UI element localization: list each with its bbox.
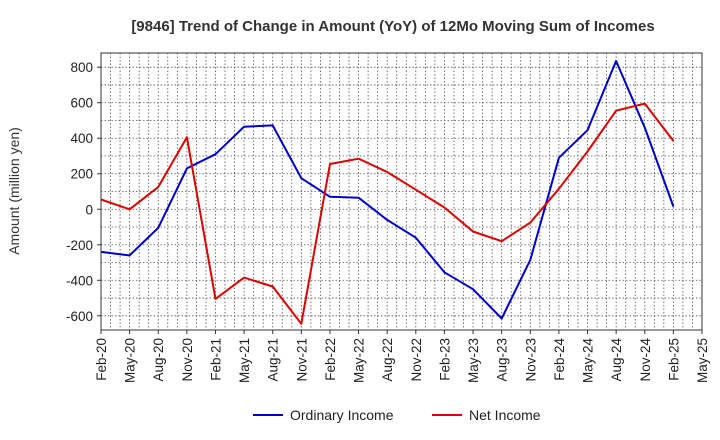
- legend-label: Ordinary Income: [290, 407, 394, 423]
- y-axis-label: Amount (million yen): [6, 127, 22, 255]
- grid-lines: [101, 53, 702, 330]
- y-tick-label: 600: [70, 96, 93, 111]
- x-tick-label: May-20: [123, 338, 138, 383]
- y-tick-label: -600: [66, 309, 93, 324]
- x-tick-label: Feb-22: [323, 338, 338, 381]
- x-tick-label: Nov-21: [294, 338, 309, 382]
- x-tick-label: Nov-20: [180, 338, 195, 382]
- series-layer: [100, 60, 675, 325]
- y-tick-label: -400: [66, 273, 93, 288]
- x-tick-label: Feb-21: [208, 338, 223, 381]
- x-tick-label: Aug-20: [151, 338, 166, 382]
- x-tick-label: Aug-23: [495, 338, 510, 382]
- x-tick-labels: Feb-20 May-20 Aug-20 Nov-20 Feb-21 May-21 Aug-…: [94, 330, 710, 383]
- x-tick-label: Aug-21: [266, 338, 281, 382]
- x-tick-label: May-24: [581, 338, 596, 384]
- chart-title: [9846] Trend of Change in Amount (YoY) o…: [131, 18, 654, 35]
- x-tick-label: May-21: [237, 338, 252, 383]
- x-tick-label: Nov-22: [409, 338, 424, 382]
- x-tick-label: May-23: [466, 338, 481, 383]
- series-line-ordinary-income: [100, 60, 675, 320]
- x-tick-label: Feb-25: [666, 338, 681, 381]
- y-tick-label: 800: [70, 60, 93, 75]
- x-tick-label: Aug-22: [380, 338, 395, 382]
- y-tick-label: 0: [85, 202, 93, 217]
- x-tick-label: Aug-24: [609, 338, 624, 382]
- plot-frame: [100, 52, 703, 331]
- x-tick-label: Nov-23: [523, 338, 538, 382]
- x-tick-label: May-22: [352, 338, 367, 383]
- y-tick-labels: -600 -400 -200 0 200 400 600 800: [66, 60, 101, 324]
- x-tick-label: Feb-20: [94, 338, 109, 381]
- x-tick-label: Feb-24: [552, 338, 567, 381]
- y-tick-label: 200: [70, 167, 93, 182]
- y-tick-label: 400: [70, 131, 93, 146]
- y-tick-label: -200: [66, 238, 93, 253]
- x-tick-label: May-25: [695, 338, 710, 383]
- legend-label: Net Income: [469, 407, 541, 423]
- legend: Ordinary Income Net Income: [253, 407, 541, 423]
- series-line-net-income: [100, 102, 675, 325]
- x-tick-label: Nov-24: [638, 338, 653, 382]
- x-tick-label: Feb-23: [437, 338, 452, 381]
